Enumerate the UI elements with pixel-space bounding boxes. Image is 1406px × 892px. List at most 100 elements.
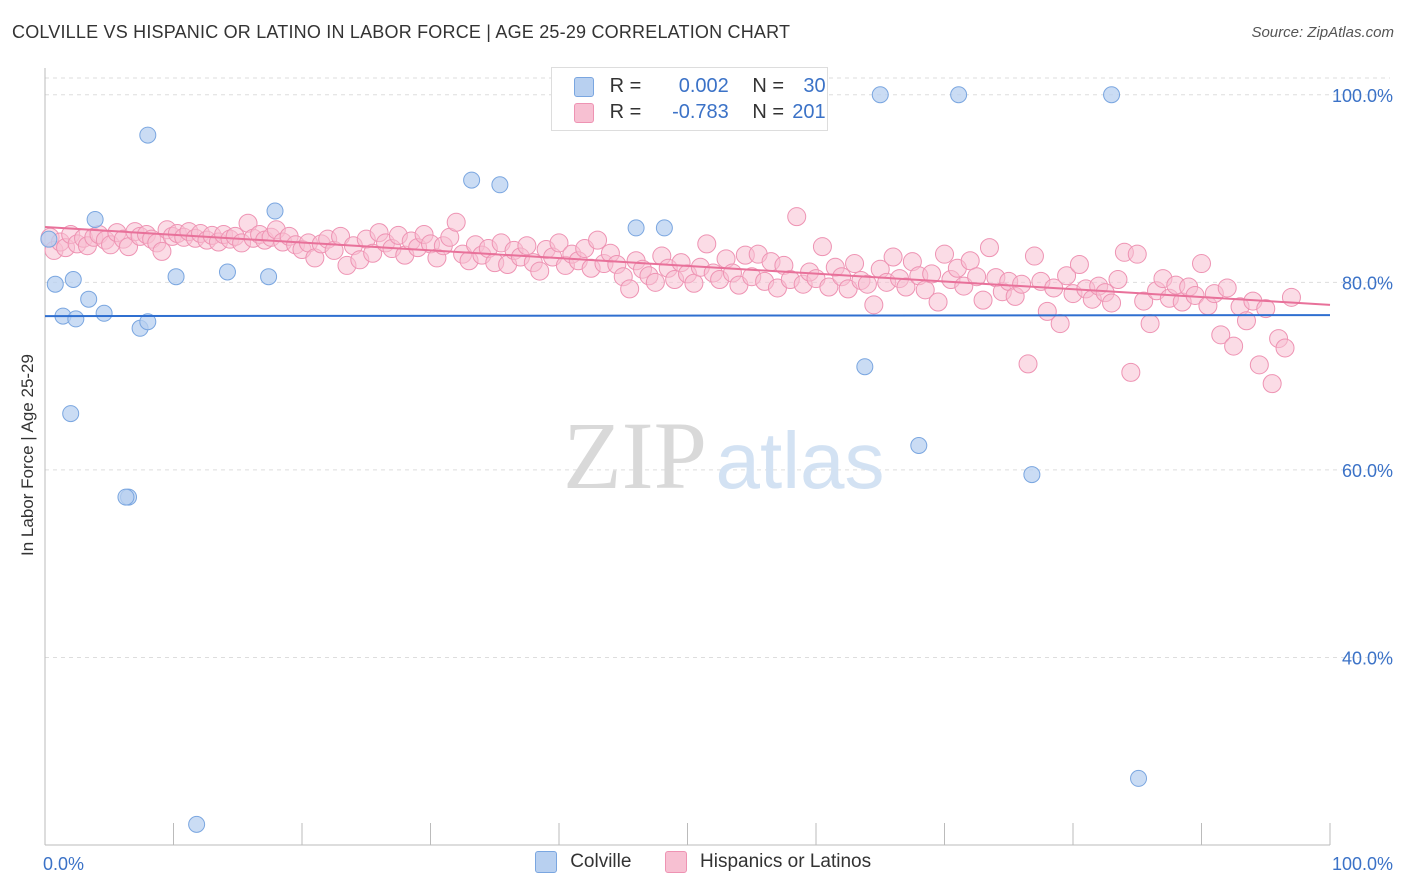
tick-labels: 40.0% 60.0% 80.0% 100.0% 0.0% 100.0%	[43, 86, 1393, 874]
legend-swatch-hispanic	[574, 102, 594, 123]
hispanic-point	[979, 238, 999, 258]
hispanic-point	[1249, 355, 1269, 375]
colville-point	[1130, 769, 1148, 787]
colville-point	[139, 313, 157, 331]
hispanic-point	[1217, 278, 1237, 298]
series-legend-hispanic: Hispanics or Latinos	[664, 851, 871, 873]
hispanic-point	[787, 207, 807, 227]
hispanic-point	[845, 254, 865, 274]
hispanic-point	[1018, 354, 1038, 374]
hispanic-point	[922, 264, 942, 284]
colville-points	[40, 86, 1148, 833]
colville-point	[871, 86, 889, 104]
hispanic-point	[819, 277, 839, 297]
hispanic-point	[549, 233, 569, 253]
legend-r-label: R =	[609, 101, 642, 124]
hispanic-point	[645, 272, 665, 292]
hispanic-point	[446, 212, 466, 232]
hispanic-point	[935, 244, 954, 264]
watermark-atlas: atlas	[716, 416, 885, 505]
colville-point	[80, 290, 98, 308]
colville-point	[167, 268, 185, 286]
legend-n-value-colville: 30	[803, 75, 826, 98]
colville-point	[856, 358, 874, 376]
legend-row-colville: R = 0.002 N = 30	[574, 75, 826, 101]
colville-point	[260, 268, 278, 286]
colville-point	[1103, 86, 1121, 104]
hispanic-point	[960, 251, 980, 271]
series-legend: Colville Hispanics or Latinos	[0, 851, 1406, 873]
watermark-zip: ZIP	[563, 402, 707, 509]
watermark: ZIP atlas	[563, 402, 884, 509]
colville-point	[40, 230, 58, 248]
hispanic-points	[40, 207, 1301, 394]
legend-n-label: N =	[752, 101, 785, 124]
hispanic-point	[152, 241, 172, 261]
series-swatch-colville	[534, 851, 557, 873]
hispanic-point	[967, 267, 987, 287]
hispanic-point	[1192, 254, 1211, 274]
axes	[44, 68, 1331, 846]
hispanic-point	[1127, 244, 1147, 264]
hispanic-point	[620, 279, 640, 299]
colville-point	[139, 126, 157, 144]
hispanic-point	[1102, 293, 1122, 313]
colville-point	[86, 210, 104, 228]
hispanic-point	[812, 237, 832, 257]
colville-point	[46, 275, 64, 293]
colville-point	[64, 271, 82, 289]
hispanic-point	[588, 230, 608, 250]
hispanic-point	[1211, 325, 1231, 345]
hispanic-point	[973, 290, 993, 310]
hispanic-point	[1275, 338, 1295, 358]
hispanic-point	[896, 277, 916, 297]
x-tick-label: 100.0%	[1332, 854, 1393, 874]
chart-title: COLVILLE VS HISPANIC OR LATINO IN LABOR …	[12, 22, 791, 42]
hispanic-point	[363, 243, 383, 263]
colville-point	[910, 436, 928, 454]
hispanic-point	[684, 273, 704, 293]
hispanic-point	[530, 261, 550, 281]
hispanic-point	[1050, 314, 1070, 334]
hispanic-point	[1108, 270, 1128, 290]
source-credit: Source: ZipAtlas.com	[1251, 24, 1394, 41]
legend-r-value-colville: 0.002	[678, 75, 729, 98]
colville-point	[463, 171, 481, 189]
correlation-legend: R = 0.002 N = 30 R = -0.783 N = 201	[551, 67, 828, 131]
hispanic-point	[1024, 246, 1044, 266]
y-tick-label: 100.0%	[1332, 86, 1393, 106]
hispanic-point	[697, 234, 717, 254]
legend-r-value-hispanic: -0.783	[672, 101, 729, 124]
colville-point	[655, 219, 673, 237]
legend-swatch-colville	[574, 76, 594, 97]
x-tick-label: 0.0%	[43, 854, 84, 874]
hispanic-point	[1262, 374, 1282, 394]
series-legend-colville: Colville	[534, 851, 632, 873]
hispanic-point	[864, 295, 884, 315]
y-tick-label: 60.0%	[1342, 461, 1393, 481]
colville-point	[62, 405, 80, 423]
legend-r-label: R =	[609, 75, 642, 98]
hispanic-point	[517, 236, 537, 256]
hispanic-point	[1256, 299, 1276, 319]
y-tick-label: 40.0%	[1342, 648, 1393, 668]
hispanic-point	[1236, 311, 1256, 331]
legend-n-label: N =	[752, 75, 785, 98]
series-label-colville: Colville	[570, 851, 632, 872]
legend-row-hispanic: R = -0.783 N = 201	[574, 101, 826, 127]
colville-point	[266, 202, 284, 220]
colville-point	[1023, 466, 1041, 484]
colville-trend-line	[44, 314, 1331, 318]
hispanic-point	[1012, 274, 1032, 294]
colville-point	[117, 488, 135, 506]
y-tick-label: 80.0%	[1342, 273, 1393, 293]
hispanic-point	[928, 292, 948, 312]
colville-point	[67, 310, 85, 328]
hispanic-point	[1057, 266, 1077, 286]
colville-point	[950, 86, 968, 104]
colville-point	[95, 304, 113, 322]
colville-point	[188, 815, 206, 833]
hispanic-point	[1069, 254, 1089, 274]
grid-lines	[45, 77, 1390, 658]
